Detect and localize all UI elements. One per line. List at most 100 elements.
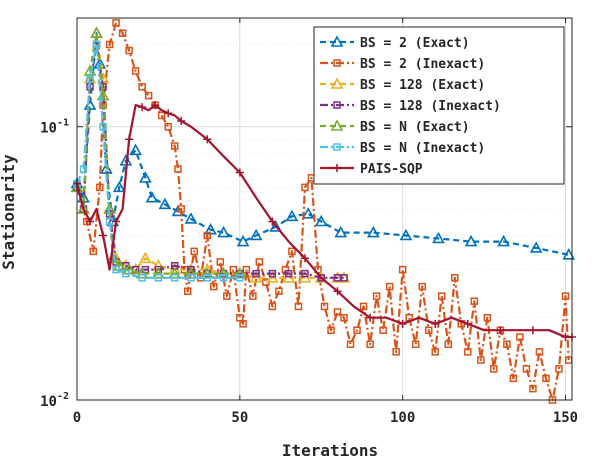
data-point <box>249 228 263 241</box>
data-point <box>158 197 172 210</box>
plot-frame <box>76 17 573 401</box>
data-point <box>177 205 185 213</box>
data-point <box>170 274 179 282</box>
data-point <box>236 274 244 282</box>
data-point <box>497 234 510 247</box>
data-point <box>333 59 341 67</box>
data-point <box>483 313 492 322</box>
legend-label: BS = 128 (Inexact) <box>360 99 501 114</box>
data-point <box>268 269 277 278</box>
data-point <box>301 269 309 278</box>
data-point <box>77 202 90 214</box>
data-point <box>122 269 130 278</box>
series-line <box>75 43 240 279</box>
data-point <box>366 313 375 322</box>
data-point <box>509 374 518 383</box>
y-tick-label: 10-1 <box>40 118 69 137</box>
data-point <box>217 225 230 238</box>
data-point <box>139 251 152 264</box>
x-tick-label: 100 <box>390 410 415 426</box>
data-point <box>542 374 550 383</box>
data-point <box>125 135 134 144</box>
data-point <box>522 365 531 373</box>
data-point <box>252 269 260 278</box>
data-point <box>463 319 472 328</box>
legend-item: BS = N (Exact) <box>320 119 470 135</box>
data-point <box>92 40 101 49</box>
data-point <box>177 116 186 125</box>
data-point <box>99 122 107 131</box>
x-tick-label: 0 <box>73 410 81 426</box>
data-point <box>164 122 172 131</box>
data-point <box>268 217 277 226</box>
data-point <box>398 319 407 328</box>
data-point <box>333 101 341 109</box>
data-point <box>216 258 225 266</box>
data-point <box>203 274 212 282</box>
data-point <box>418 282 426 291</box>
data-point <box>275 287 283 296</box>
data-point <box>340 313 348 322</box>
data-point <box>285 209 299 222</box>
y-axis-label: Stationarity <box>0 154 18 270</box>
data-point <box>470 297 479 305</box>
data-point <box>301 207 315 219</box>
data-point <box>411 340 420 348</box>
data-point <box>372 292 381 300</box>
series-line <box>75 21 570 402</box>
data-point <box>432 231 445 244</box>
data-point <box>164 109 173 118</box>
data-point <box>284 269 293 278</box>
data-point <box>269 220 283 232</box>
data-point <box>301 183 309 192</box>
x-axis-label: Iterations <box>282 441 378 460</box>
data-point <box>239 320 247 328</box>
data-point <box>112 265 120 274</box>
legend-item: BS = N (Inexact) <box>320 141 485 156</box>
y-tick-label: 10-2 <box>40 391 69 410</box>
data-point <box>330 119 344 131</box>
data-point <box>210 282 218 291</box>
legend-item: BS = 2 (Exact) <box>320 35 470 51</box>
data-point <box>464 234 478 247</box>
data-point <box>503 340 511 348</box>
data-point <box>184 212 198 224</box>
data-point <box>86 74 94 83</box>
data-point <box>516 333 524 341</box>
data-point <box>249 292 257 300</box>
series-line <box>75 32 240 275</box>
data-point <box>314 214 328 227</box>
data-point <box>190 247 198 256</box>
data-point <box>125 46 133 55</box>
data-point <box>89 247 98 256</box>
legend: BS = 2 (Exact) BS = 2 (Inexact) BS = 128 (… <box>313 26 565 185</box>
data-point <box>398 265 407 274</box>
data-point <box>138 274 146 282</box>
data-point <box>379 326 387 334</box>
legend-item: BS = 128 (Inexact) <box>320 99 501 114</box>
data-point <box>96 183 104 192</box>
data-point <box>112 217 121 226</box>
legend-item: PAIS-SQP <box>320 162 423 177</box>
data-point <box>359 302 368 311</box>
data-point <box>555 365 563 373</box>
data-point <box>255 258 264 266</box>
data-point <box>170 142 179 150</box>
data-point <box>330 35 344 47</box>
data-point <box>353 326 361 334</box>
data-point <box>340 274 348 282</box>
data-point <box>203 135 212 144</box>
series-line <box>75 103 572 339</box>
data-point <box>333 164 341 172</box>
data-point <box>99 231 108 240</box>
data-point <box>236 234 250 247</box>
data-point <box>444 340 452 348</box>
data-point <box>131 67 140 75</box>
legend-item: BS = 2 (Inexact) <box>320 57 485 72</box>
data-point <box>529 384 537 393</box>
legend-item: BS = 128 (Exact) <box>320 77 485 93</box>
data-point <box>496 326 505 335</box>
data-point <box>233 266 247 279</box>
data-point <box>145 191 159 203</box>
data-point <box>320 302 329 311</box>
